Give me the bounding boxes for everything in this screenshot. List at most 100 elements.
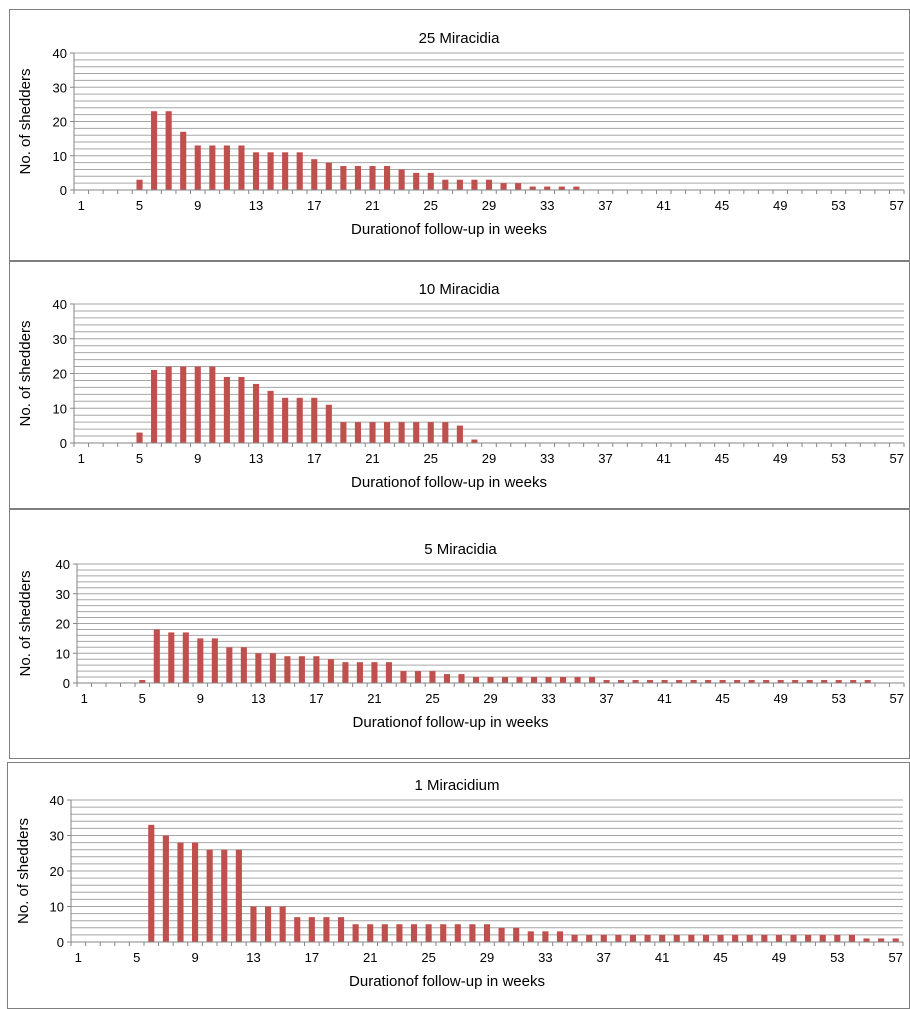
x-tick-label: 1 <box>78 451 85 466</box>
x-tick-label: 13 <box>246 950 260 965</box>
bar <box>544 186 551 190</box>
bar <box>298 656 305 683</box>
bar <box>385 662 392 683</box>
y-tick-label: 0 <box>60 183 67 198</box>
bar <box>848 934 855 942</box>
bar <box>255 653 262 683</box>
x-tick-label: 1 <box>81 691 88 706</box>
bar <box>279 906 286 942</box>
bar <box>705 680 712 683</box>
x-tick-label: 33 <box>540 198 554 213</box>
bar <box>805 934 812 942</box>
chart-panel-5-miracidia: 0 10 20 30 40 1 5 9 13 17 21 25 29 33 37 41 45 49 53 57 5 Mi… <box>9 509 910 759</box>
bar <box>863 938 870 942</box>
x-tick-label: 53 <box>831 198 845 213</box>
bar <box>396 924 403 942</box>
bar <box>542 931 549 942</box>
bar <box>472 677 480 683</box>
bar <box>746 934 753 942</box>
chart-panel-25-miracidia: 0 10 20 30 40 1 5 9 13 17 21 25 29 33 37 41 45 49 53 57 25 M… <box>9 9 910 261</box>
bar <box>892 938 899 942</box>
bar <box>440 924 447 942</box>
bar <box>384 422 391 443</box>
x-tick-label: 17 <box>307 451 321 466</box>
y-axis-title: No. of shedders <box>17 571 34 677</box>
y-axis-title: No. of shedders <box>17 69 34 175</box>
bar <box>177 842 184 942</box>
chart-title: 1 Miracidium <box>414 777 499 794</box>
x-tick-label: 17 <box>305 950 319 965</box>
bar <box>777 680 784 683</box>
y-tick-label: 40 <box>53 297 67 312</box>
bar <box>574 677 581 683</box>
bar <box>442 179 449 190</box>
bar <box>308 917 315 942</box>
y-axis-title: No. of shedders <box>15 818 32 924</box>
bar <box>194 145 201 190</box>
x-tick-label: 25 <box>425 691 439 706</box>
bar <box>136 432 143 443</box>
x-tick-label: 21 <box>365 198 379 213</box>
x-tick-label: 5 <box>136 451 143 466</box>
bar <box>398 422 405 443</box>
bar <box>414 671 422 683</box>
x-tick-label: 13 <box>249 198 263 213</box>
bar <box>211 638 218 683</box>
bar <box>600 934 607 942</box>
bar <box>209 145 216 190</box>
bar <box>821 680 828 683</box>
x-tick-label: 57 <box>890 691 904 706</box>
bar <box>136 179 143 190</box>
bar <box>194 366 201 443</box>
bar <box>471 439 478 443</box>
bar <box>589 677 596 683</box>
bar <box>500 183 507 190</box>
bar <box>690 680 697 683</box>
bar <box>197 638 204 683</box>
x-tick-label: 13 <box>251 691 265 706</box>
bar <box>790 934 797 942</box>
x-tick-label: 29 <box>480 950 494 965</box>
bar <box>209 366 216 443</box>
bar <box>647 680 654 683</box>
y-tick-label: 20 <box>50 864 64 879</box>
bar <box>384 166 391 190</box>
bar <box>337 917 345 942</box>
bar <box>264 906 272 942</box>
x-tick-label: 49 <box>773 451 787 466</box>
bar <box>282 152 289 190</box>
x-tick-label: 41 <box>657 198 671 213</box>
x-tick-label: 57 <box>889 451 903 466</box>
x-tick-label: 37 <box>598 451 612 466</box>
bar <box>629 934 637 942</box>
bar <box>252 152 260 190</box>
bar <box>180 131 187 190</box>
chart-5-miracidia: 0 10 20 30 40 1 5 9 13 17 21 25 29 33 37 41 45 49 53 57 5 Mi… <box>17 541 905 731</box>
x-tick-label: 5 <box>136 198 143 213</box>
bar <box>864 680 871 683</box>
bar <box>603 680 610 683</box>
bar <box>761 934 768 942</box>
bar <box>325 404 332 443</box>
bar <box>371 662 378 683</box>
x-tick-label: 49 <box>772 950 786 965</box>
bar <box>226 647 233 683</box>
x-tick-label: 45 <box>713 950 727 965</box>
bar <box>313 656 320 683</box>
x-tick-label: 53 <box>831 451 845 466</box>
bar <box>294 917 301 942</box>
bar <box>483 924 491 942</box>
bar <box>151 111 158 190</box>
bar <box>573 186 580 190</box>
bar <box>442 422 449 443</box>
bar <box>545 677 552 683</box>
bar <box>369 422 376 443</box>
bar <box>192 842 199 942</box>
bar <box>153 629 160 683</box>
bar <box>719 680 726 683</box>
bar <box>717 934 724 942</box>
y-tick-label: 10 <box>56 646 70 661</box>
bar <box>763 680 770 683</box>
bar <box>327 659 334 683</box>
bar <box>223 376 230 443</box>
